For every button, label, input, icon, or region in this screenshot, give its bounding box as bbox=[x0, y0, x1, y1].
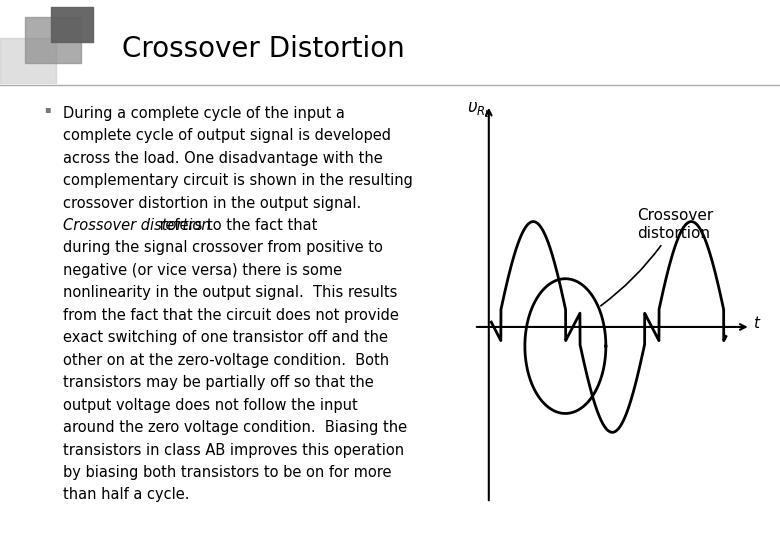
Text: complete cycle of output signal is developed: complete cycle of output signal is devel… bbox=[62, 129, 391, 143]
Text: negative (or vice versa) there is some: negative (or vice versa) there is some bbox=[62, 263, 342, 278]
Text: refers to the fact that: refers to the fact that bbox=[155, 218, 317, 233]
Text: output voltage does not follow the input: output voltage does not follow the input bbox=[62, 397, 357, 413]
Text: Crossover Distortion: Crossover Distortion bbox=[122, 35, 405, 63]
Bar bbox=[0, 38, 56, 84]
Text: During a complete cycle of the input a: During a complete cycle of the input a bbox=[62, 106, 345, 121]
Text: transistors may be partially off so that the: transistors may be partially off so that… bbox=[62, 375, 374, 390]
Text: Crossover distortion: Crossover distortion bbox=[62, 218, 211, 233]
Text: transistors in class AB improves this operation: transistors in class AB improves this op… bbox=[62, 442, 404, 457]
Text: nonlinearity in the output signal.  This results: nonlinearity in the output signal. This … bbox=[62, 285, 397, 300]
Text: ▪: ▪ bbox=[44, 105, 51, 114]
Text: than half a cycle.: than half a cycle. bbox=[62, 488, 190, 502]
Bar bbox=[25, 17, 81, 63]
Text: during the signal crossover from positive to: during the signal crossover from positiv… bbox=[62, 240, 382, 255]
Text: from the fact that the circuit does not provide: from the fact that the circuit does not … bbox=[62, 308, 399, 323]
Text: exact switching of one transistor off and the: exact switching of one transistor off an… bbox=[62, 330, 388, 345]
Text: around the zero voltage condition.  Biasing the: around the zero voltage condition. Biasi… bbox=[62, 420, 407, 435]
Text: other on at the zero-voltage condition.  Both: other on at the zero-voltage condition. … bbox=[62, 353, 388, 368]
Text: Crossover
distortion: Crossover distortion bbox=[601, 208, 713, 306]
Text: complementary circuit is shown in the resulting: complementary circuit is shown in the re… bbox=[62, 173, 413, 188]
Text: across the load. One disadvantage with the: across the load. One disadvantage with t… bbox=[62, 151, 382, 166]
Text: $t$: $t$ bbox=[753, 315, 761, 331]
Text: crossover distortion in the output signal.: crossover distortion in the output signa… bbox=[62, 195, 361, 211]
Text: $\upsilon_{R_L}$: $\upsilon_{R_L}$ bbox=[466, 101, 491, 120]
Text: by biasing both transistors to be on for more: by biasing both transistors to be on for… bbox=[62, 465, 391, 480]
Bar bbox=[51, 6, 94, 42]
